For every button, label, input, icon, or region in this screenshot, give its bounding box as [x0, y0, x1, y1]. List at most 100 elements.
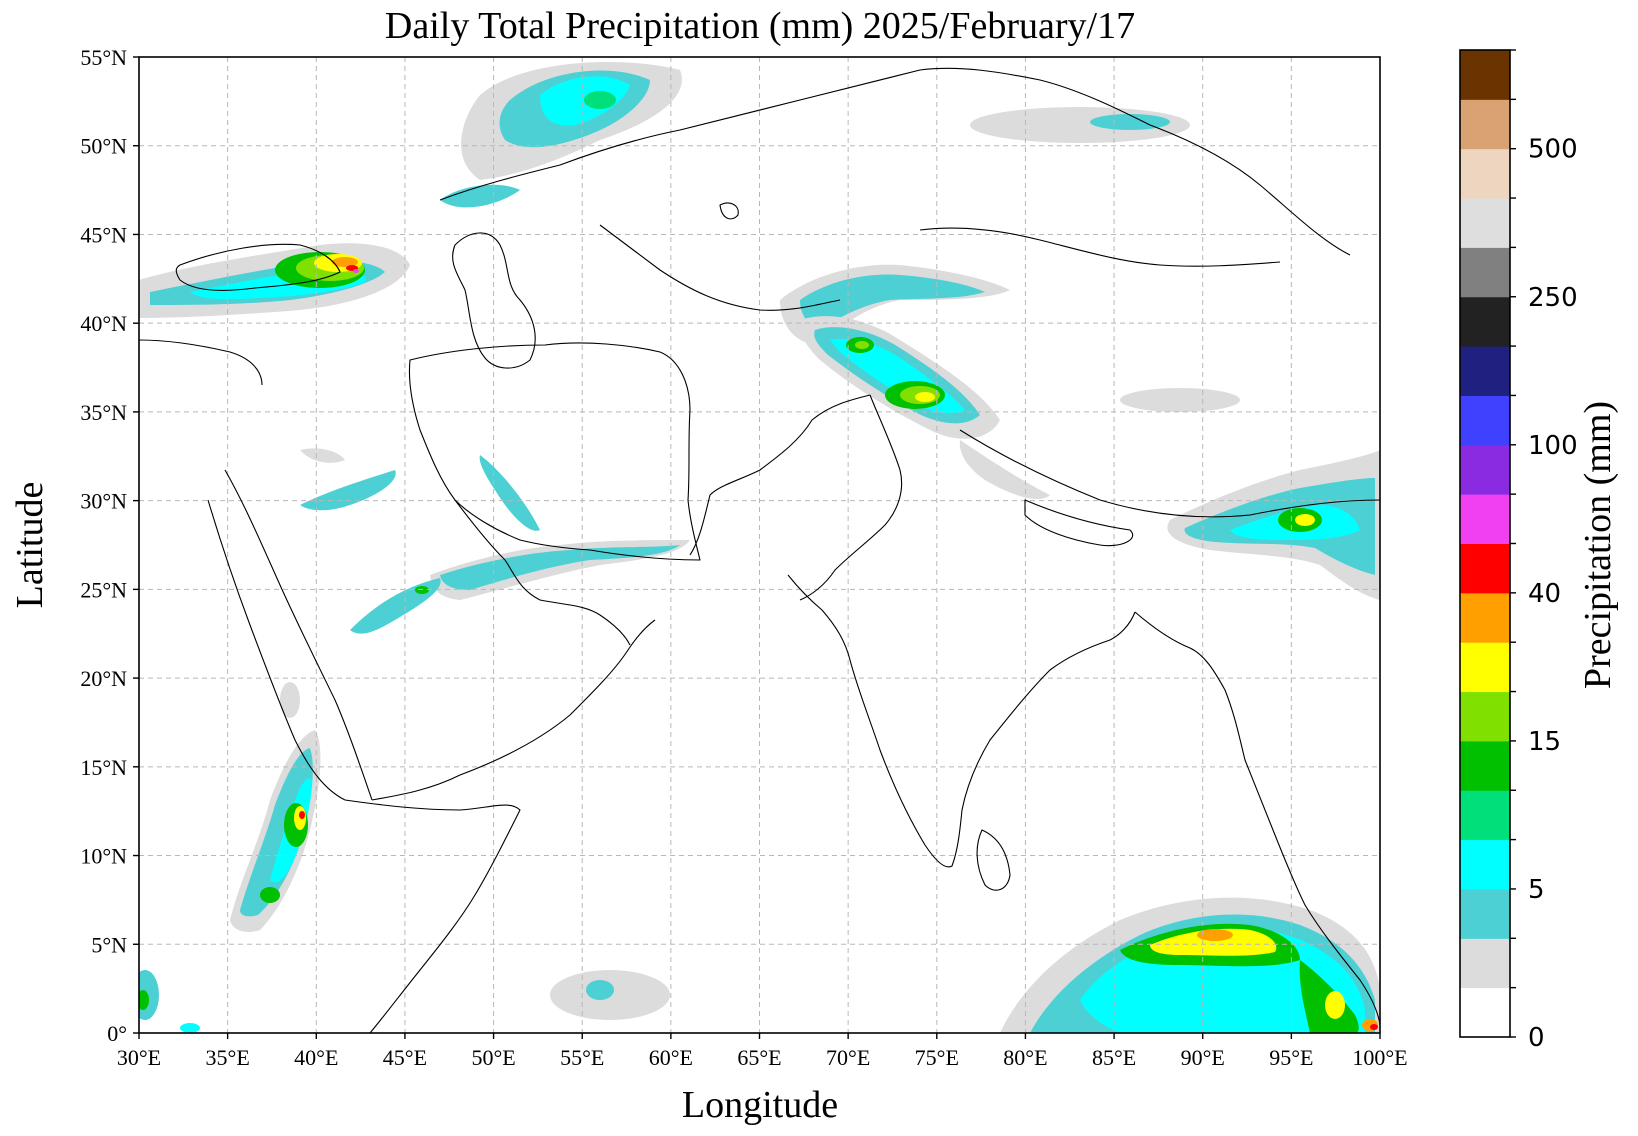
precip-area-karakoram-yellow	[915, 392, 935, 402]
precip-area-kazakhstan-peak	[584, 91, 616, 109]
precip-area-sudan-red-sea	[280, 682, 300, 718]
lon-tick-label: 100°E	[1352, 1045, 1407, 1070]
lat-tick-label: 0°	[107, 1021, 127, 1046]
caspian-sea-coastline	[452, 232, 536, 369]
colorbar-swatch	[1460, 99, 1510, 150]
lat-tick-labels: 0° 5°N 10°N 15°N 20°N 25°N 30°N 35°N 40°N 45°N 50°…	[80, 45, 139, 1046]
colorbar-tick-label: 40	[1528, 579, 1561, 609]
precip-area-iraq-west	[300, 448, 345, 463]
iran-outline	[408, 342, 701, 561]
precip-area-caucasus-magenta	[353, 269, 359, 273]
lon-tick-label: 65°E	[737, 1045, 781, 1070]
lon-tick-label: 55°E	[560, 1045, 604, 1070]
lon-tick-label: 95°E	[1269, 1045, 1313, 1070]
y-axis-label: Latitude	[9, 482, 51, 609]
lon-tick-label: 60°E	[649, 1045, 693, 1070]
colorbar-swatch	[1460, 247, 1510, 298]
black-sea-coastline	[175, 243, 341, 291]
lon-tick-label: 30°E	[117, 1045, 161, 1070]
colorbar-tick-labels: 0 5 15 40 100 250 500	[1510, 49, 1578, 1053]
lon-tick-label: 80°E	[1003, 1045, 1047, 1070]
colorbar-swatch	[1460, 888, 1510, 939]
pakistan-india-border	[799, 394, 903, 601]
bangladesh-myanmar-coast	[1134, 611, 1380, 1026]
sri-lanka-coastline	[976, 829, 1011, 891]
central-asia-borders	[599, 224, 841, 311]
gridlines	[139, 57, 1380, 1033]
lat-tick-label: 45°N	[80, 222, 127, 247]
coastlines-and-borders	[139, 67, 1380, 1033]
lat-tick-label: 25°N	[80, 577, 127, 602]
afghanistan-pakistan-border	[689, 394, 871, 556]
precip-area-ethiopia-south	[260, 887, 280, 903]
colorbar-swatch	[1460, 198, 1510, 248]
precip-area-caucasus-orange	[332, 257, 358, 267]
lat-tick-label: 35°N	[80, 400, 127, 425]
colorbar-swatch	[1460, 346, 1510, 396]
colorbar	[1460, 50, 1510, 1038]
colorbar-tick-label: 0	[1528, 1023, 1545, 1053]
colorbar-tick-label: 15	[1528, 727, 1561, 757]
precip-area-tianshan-core	[800, 274, 985, 330]
precip-area-ethiopia-yellow	[294, 806, 306, 830]
india-coastline	[787, 574, 1136, 868]
aral-sea-coastline	[719, 202, 739, 220]
lat-tick-label: 55°N	[80, 45, 127, 70]
precip-area-andaman-red	[1370, 1024, 1378, 1030]
lon-tick-label: 85°E	[1092, 1045, 1136, 1070]
colorbar-swatch	[1460, 148, 1510, 199]
precip-area-ethiopia-core	[240, 748, 313, 917]
precip-area-bay-of-bengal-orange	[1197, 929, 1233, 941]
precip-area-pamir-yellowgreen	[855, 341, 869, 349]
red-sea-east-coast	[224, 469, 373, 801]
colorbar-swatch	[1460, 839, 1510, 890]
lon-tick-label: 45°E	[383, 1045, 427, 1070]
turkey-south-coast	[139, 339, 263, 386]
lat-tick-label: 20°N	[80, 666, 127, 691]
lon-tick-label: 90°E	[1181, 1045, 1225, 1070]
lon-tick-labels: 30°E 35°E 40°E 45°E 50°E 55°E 60°E 65°E 70°E 75°E…	[117, 1033, 1408, 1070]
colorbar-swatch	[1460, 691, 1510, 742]
lat-tick-label: 5°N	[91, 932, 127, 957]
precip-area-himalaya-west	[959, 440, 1050, 500]
colorbar-tick-label: 100	[1528, 431, 1578, 461]
colorbar-tick-label: 5	[1528, 875, 1545, 905]
precip-area-somali-sea-core	[586, 980, 614, 1000]
lat-tick-label: 15°N	[80, 755, 127, 780]
precip-area-bay-of-bengal-yellow	[1150, 928, 1277, 956]
lat-tick-label: 30°N	[80, 489, 127, 514]
colorbar-swatch	[1460, 444, 1510, 495]
colorbar-swatch	[1460, 938, 1510, 989]
lon-tick-label: 40°E	[294, 1045, 338, 1070]
colorbar-swatch	[1460, 296, 1510, 347]
precip-area-andaman-yellow	[1325, 991, 1345, 1019]
colorbar-swatch	[1460, 740, 1510, 791]
colorbar-swatch	[1460, 592, 1510, 643]
colorbar-swatch	[1460, 642, 1510, 693]
precip-area-africa-sw-green	[139, 990, 149, 1010]
kazakhstan-russia-border	[439, 67, 1151, 201]
colorbar-tick-label: 500	[1528, 135, 1578, 165]
colorbar-swatch	[1460, 494, 1510, 544]
kazakhstan-china-border	[919, 227, 1281, 267]
precip-area-zagros	[479, 455, 540, 531]
nepal-border	[1024, 499, 1133, 547]
colorbar-swatch	[1460, 395, 1510, 446]
precip-area-arabia-green	[415, 586, 429, 594]
chart-title: Daily Total Precipitation (mm) 2025/Febr…	[385, 5, 1135, 47]
lat-tick-label: 10°N	[80, 844, 127, 869]
precip-area-north-india	[1120, 388, 1240, 412]
arabia-south-coast	[371, 619, 656, 801]
colorbar-swatch	[1460, 790, 1510, 841]
precip-area-lake-victoria	[180, 1023, 200, 1033]
precip-area-east-himalaya-yellow	[1295, 514, 1315, 526]
x-axis-label: Longitude	[682, 1084, 838, 1126]
lat-tick-label: 40°N	[80, 311, 127, 336]
precip-area-persian-gulf-core	[440, 545, 680, 590]
lat-tick-label: 50°N	[80, 134, 127, 159]
colorbar-swatch	[1460, 543, 1510, 594]
persian-gulf-coast	[454, 499, 631, 646]
colorbar-label: Precipitation (mm)	[1577, 401, 1619, 689]
colorbar-swatch	[1460, 50, 1510, 100]
